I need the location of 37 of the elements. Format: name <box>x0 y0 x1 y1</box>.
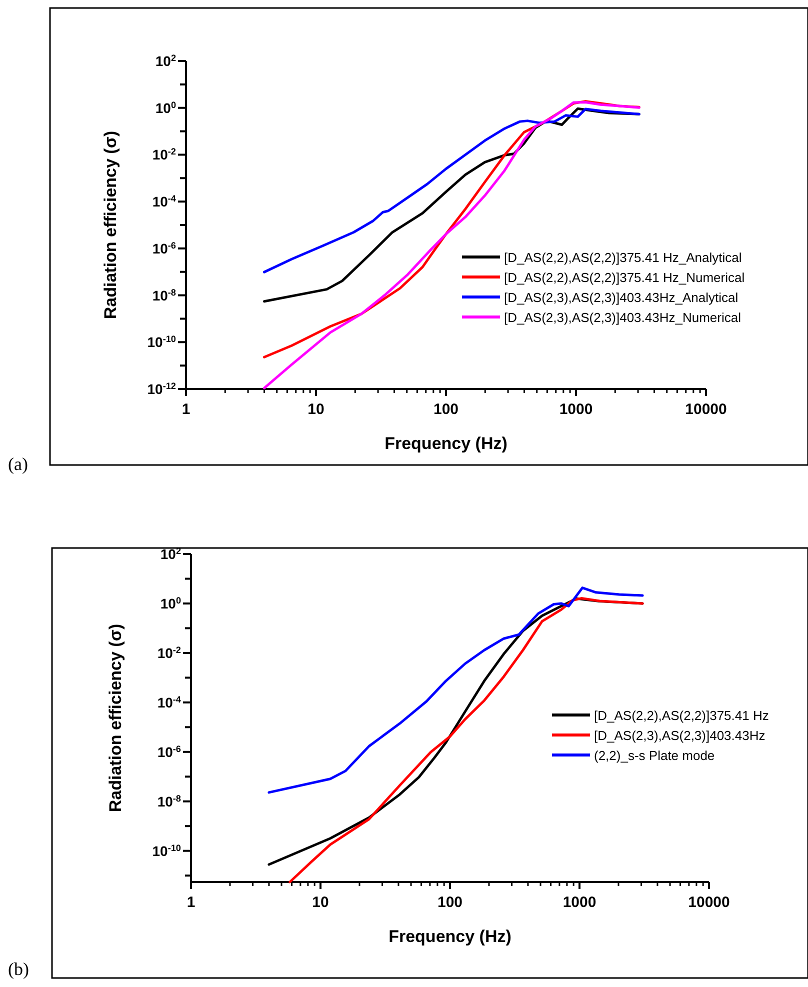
legend-label: [D_AS(2,2),AS(2,2)]375.41 Hz <box>594 708 769 723</box>
y-tick-label: 10$^{-10}$ <box>147 334 176 350</box>
x-tick-label: 1000 <box>559 401 593 418</box>
y-axis-title: Radiation efficiency (σ) <box>106 624 125 812</box>
y-axis-title: Radiation efficiency (σ) <box>101 130 120 320</box>
y-tick-label: 10$^{-4}$ <box>157 694 182 710</box>
x-tick-label: 10000 <box>685 401 727 418</box>
y-tick-label: 10$^{-8}$ <box>157 793 181 810</box>
y-tick-label: 10$^{0}$ <box>160 595 181 612</box>
x-tick-label: 100 <box>437 894 463 911</box>
x-tick-label: 1000 <box>562 894 596 911</box>
legend-label: [D_AS(2,3),AS(2,3)]403.43Hz_Analytical <box>504 290 738 305</box>
y-tick-label: 10$^{-12}$ <box>147 381 176 397</box>
y-tick-label: 10$^{0}$ <box>155 100 176 116</box>
x-axis-title: Frequency (Hz) <box>384 434 508 453</box>
y-tick-label: 10$^{-8}$ <box>152 287 176 304</box>
x-tick-label: 100 <box>433 401 459 418</box>
y-tick-label: 10$^{-6}$ <box>157 744 181 760</box>
y-tick-label: 10$^{-2}$ <box>157 644 181 661</box>
x-tick-label: 1 <box>186 894 196 911</box>
text: (a) <box>8 454 28 474</box>
text: (b) <box>8 959 29 979</box>
x-tick-label: 1 <box>182 401 190 418</box>
legend-label: [D_AS(2,2),AS(2,2)]375.41 Hz_Numerical <box>504 270 745 285</box>
y-tick-label: 10$^{-2}$ <box>152 146 176 163</box>
y-tick-label: 10$^{-10}$ <box>152 842 181 859</box>
y-tick-label: 10$^{2}$ <box>155 53 176 69</box>
y-tick-label: 10$^{-6}$ <box>152 240 176 256</box>
legend-label: (2,2)_s-s Plate mode <box>594 748 715 763</box>
legend-label: [D_AS(2,3),AS(2,3)]403.43Hz <box>594 728 766 743</box>
y-tick-label: 10$^{-4}$ <box>152 194 177 210</box>
x-tick-label: 10000 <box>688 894 730 911</box>
x-tick-label: 10 <box>312 894 329 911</box>
legend-label: [D_AS(2,3),AS(2,3)]403.43Hz_Numerical <box>504 310 742 325</box>
legend-label: [D_AS(2,2),AS(2,2)]375.41 Hz_Analytical <box>504 250 742 265</box>
x-tick-label: 10 <box>308 401 324 418</box>
x-axis-title: Frequency (Hz) <box>388 927 512 946</box>
